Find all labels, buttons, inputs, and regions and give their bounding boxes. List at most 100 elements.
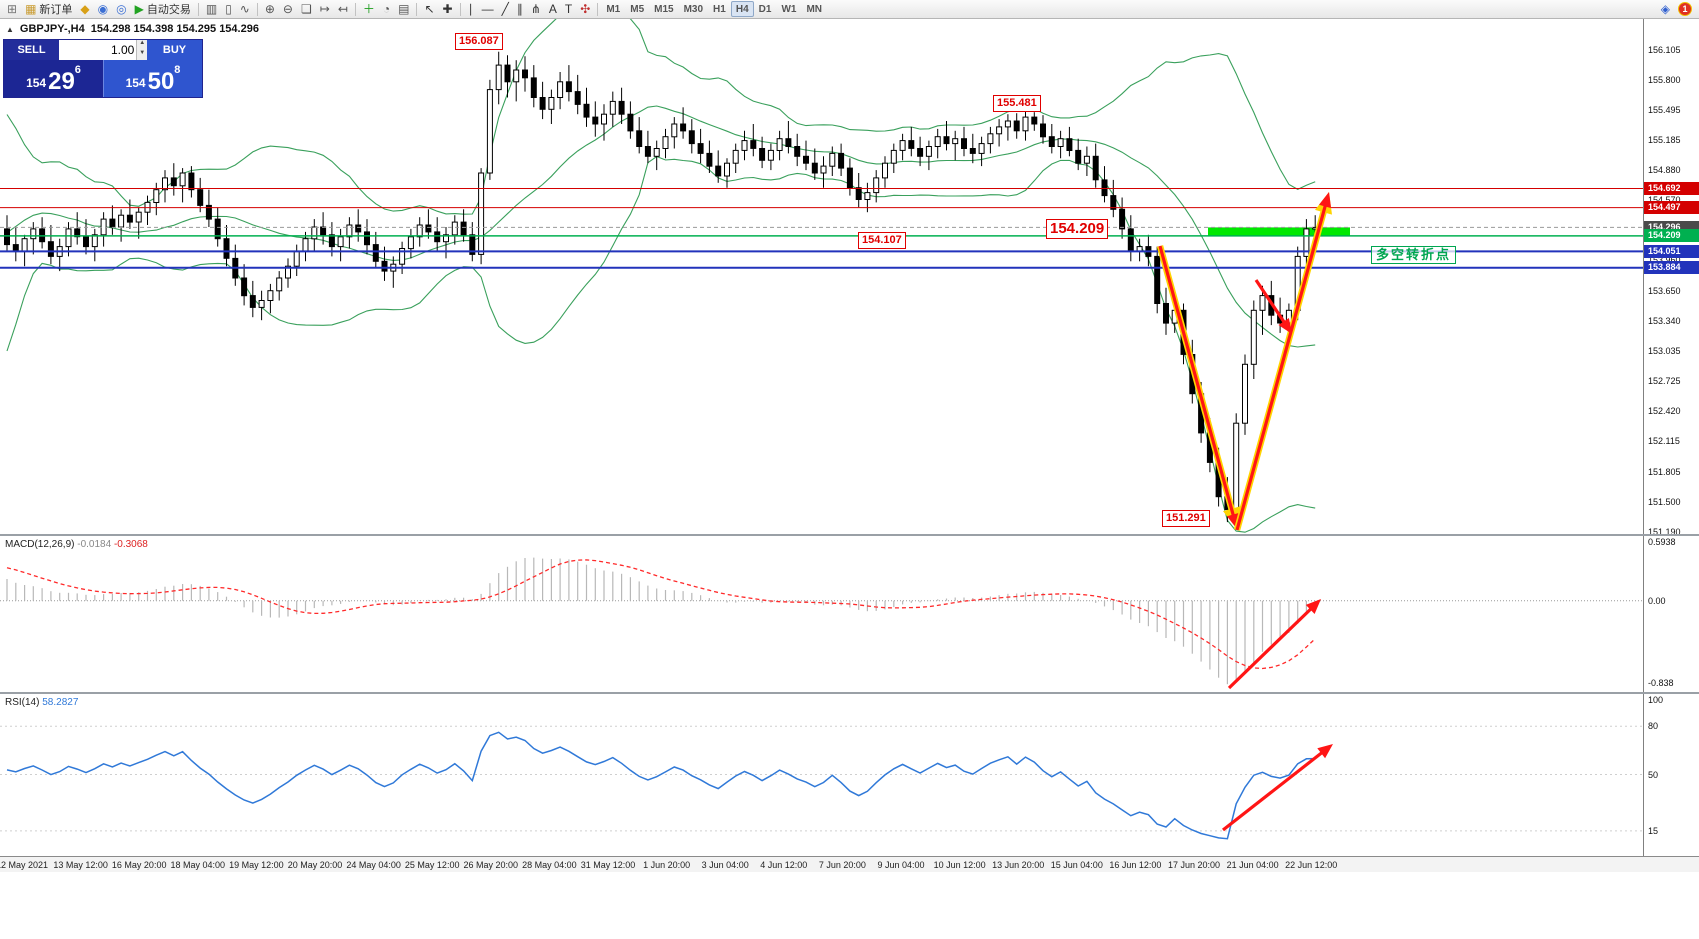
vertical-line-icon-glyph: ∣ <box>467 2 474 16</box>
line-chart-icon-glyph: ∿ <box>239 2 250 16</box>
time-axis-label: 15 Jun 04:00 <box>1050 860 1103 870</box>
price-callout-label[interactable]: 156.087 <box>455 33 503 50</box>
timeframe-h4[interactable]: H4 <box>730 1 754 17</box>
sell-price[interactable]: 154 29 6 <box>4 60 103 97</box>
community-icon[interactable]: ◉ <box>94 1 112 17</box>
toolbar-separator <box>354 2 356 16</box>
price-axis-tick: 154.880 <box>1648 165 1681 176</box>
volume-decrease-button[interactable]: ▼ <box>137 50 147 60</box>
volume-input[interactable] <box>59 40 137 60</box>
horizontal-line-icon[interactable]: ― <box>478 1 498 17</box>
bar-chart-icon[interactable]: ▥ <box>202 1 221 17</box>
price-callout-label[interactable]: 151.291 <box>1162 510 1210 527</box>
tile-windows-icon[interactable]: ❏ <box>297 1 316 17</box>
autotrading-button-glyph: ▶ <box>134 2 144 16</box>
rsi-indicator-chart[interactable] <box>0 694 1643 855</box>
price-axis-tick: 155.185 <box>1648 135 1681 146</box>
timeframe-d1[interactable]: D1 <box>754 1 777 17</box>
trendline-icon[interactable]: ╱ <box>498 1 513 17</box>
timeframe-mn[interactable]: MN <box>801 1 827 17</box>
buy-price-sup: 8 <box>174 64 181 76</box>
crosshair-icon[interactable]: ✚ <box>439 1 457 17</box>
timeframe-m5[interactable]: M5 <box>625 1 649 17</box>
indicators-icon[interactable]: ＋ <box>359 1 379 17</box>
candlesticks[interactable] <box>4 51 1319 523</box>
notifications-badge[interactable]: 1 <box>1674 1 1696 17</box>
chart-shift-icon[interactable]: ↤ <box>334 1 352 17</box>
timeframe-m1-label: M1 <box>606 3 621 15</box>
timeframe-h1[interactable]: H1 <box>708 1 731 17</box>
bollinger-upper-band[interactable] <box>6 19 1316 215</box>
one-click-collapse-icon[interactable]: ▲ <box>6 24 14 34</box>
trend-arrow[interactable] <box>1254 279 1289 329</box>
arrows-icon-glyph: ✣ <box>580 2 591 16</box>
timeframe-h4-label: H4 <box>735 3 749 15</box>
support-highlight-band[interactable] <box>1208 227 1350 237</box>
sell-button[interactable]: SELL <box>4 40 59 60</box>
text-icon[interactable]: A <box>545 1 561 17</box>
candlestick-chart-icon[interactable]: ▯ <box>221 1 236 17</box>
cursor-icon[interactable]: ↖ <box>420 1 438 17</box>
symbol-ohlc-bar: ▲ GBPJPY-,H4 154.298 154.398 154.295 154… <box>6 23 259 35</box>
rsi-value: 58.2827 <box>42 697 79 708</box>
new-order-button-label: 新订单 <box>39 4 73 16</box>
channel-icon[interactable]: ∥ <box>513 1 527 17</box>
templates-icon[interactable]: ▤ <box>394 1 413 17</box>
macd-indicator-chart[interactable] <box>0 536 1643 692</box>
turning-point-note[interactable]: 多空转折点 <box>1371 246 1457 264</box>
time-axis-label: 20 May 20:00 <box>287 860 343 870</box>
time-axis-label: 25 May 12:00 <box>404 860 460 870</box>
rsi-label: RSI(14) 58.2827 <box>5 697 78 708</box>
buy-button[interactable]: BUY <box>147 40 202 60</box>
price-axis-tick: 153.650 <box>1648 285 1681 296</box>
rsi-panel-divider[interactable] <box>0 692 1699 694</box>
macd-panel-divider[interactable] <box>0 534 1699 536</box>
time-axis-label: 9 Jun 04:00 <box>877 860 925 870</box>
vertical-line-icon[interactable]: ∣ <box>464 1 478 17</box>
time-axis-label: 26 May 20:00 <box>463 860 519 870</box>
trend-arrow[interactable] <box>1222 747 1328 832</box>
time-axis[interactable]: 12 May 2021 13 May 12:00 16 May 20:00 18 Ma… <box>0 856 1699 872</box>
timeframe-m15[interactable]: M15 <box>649 1 678 17</box>
sell-price-sup: 6 <box>74 64 81 76</box>
new-order-button[interactable]: ▦ 新订单 <box>21 1 76 17</box>
zoom-out-icon[interactable]: ⊖ <box>279 1 297 17</box>
time-axis-label: 18 May 04:00 <box>170 860 226 870</box>
timeframe-m15-label: M15 <box>654 3 674 15</box>
symbol-name: GBPJPY-,H4 <box>19 23 85 35</box>
price-callout-label[interactable]: 155.481 <box>993 95 1041 112</box>
price-axis-tick: 154.570 <box>1648 195 1681 205</box>
mql5-icon[interactable]: ◆ <box>76 1 93 17</box>
price-callout-label[interactable]: 154.209 <box>1046 219 1109 239</box>
volume-increase-button[interactable]: ▲ <box>137 40 147 50</box>
sell-price-prefix: 154 <box>26 76 47 90</box>
quick-search-icon[interactable]: ◈ <box>1657 1 1674 17</box>
autotrading-button[interactable]: ▶ 自动交易 <box>131 1 195 17</box>
label-icon[interactable]: T <box>561 1 576 17</box>
toolbar: ⊞ ▦ 新订单 ◆ ◉ ◎ ▶ 自动交易 ▥ ▯ ∿ ⊕ ⊖ ❏ ↦ ↤ ＋ ◔ ▤ ↖ ✚ ∣ ― ╱ ∥ ⋔ A T ✣ M1 M5 M1… <box>0 0 1699 19</box>
trend-arrow[interactable] <box>1235 199 1329 531</box>
time-axis-label: 7 Jun 20:00 <box>818 860 866 870</box>
price-axis[interactable]: 156.105 155.800 155.495 155.185 154.880 154.5… <box>1643 19 1699 872</box>
time-axis-label: 4 Jun 12:00 <box>760 860 808 870</box>
price-callout-label[interactable]: 154.107 <box>858 232 906 249</box>
bollinger-middle-band[interactable] <box>6 105 1316 348</box>
trend-arrow[interactable] <box>1158 245 1237 522</box>
periods-icon[interactable]: ◔ <box>379 1 394 17</box>
timeframe-m30[interactable]: M30 <box>679 1 708 17</box>
timeframe-w1[interactable]: W1 <box>776 1 801 17</box>
auto-scroll-icon[interactable]: ↦ <box>316 1 334 17</box>
main-chart[interactable] <box>0 19 1643 534</box>
fibonacci-icon[interactable]: ⋔ <box>527 1 545 17</box>
price-tag: 154.497 <box>1644 201 1699 215</box>
line-chart-icon[interactable]: ∿ <box>236 1 254 17</box>
zoom-in-icon[interactable]: ⊕ <box>261 1 279 17</box>
trendline-icon-glyph: ╱ <box>501 2 509 16</box>
market-icon[interactable]: ◎ <box>112 1 130 17</box>
bollinger-lower-band[interactable] <box>6 155 1316 533</box>
buy-price[interactable]: 154 50 8 <box>103 60 202 97</box>
arrows-icon[interactable]: ✣ <box>576 1 594 17</box>
timeframe-m1[interactable]: M1 <box>601 1 625 17</box>
chart-window-icon[interactable]: ⊞ <box>3 1 21 17</box>
trend-arrow[interactable] <box>1227 603 1317 690</box>
